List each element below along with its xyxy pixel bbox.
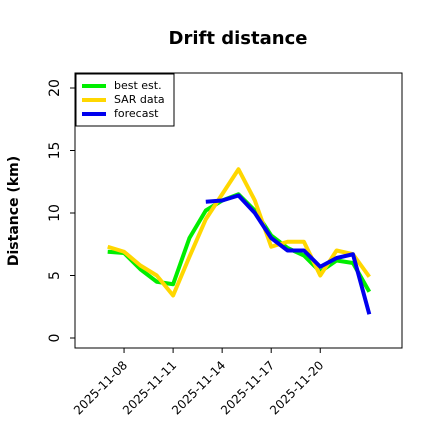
- series-line: [205, 193, 372, 315]
- legend-box: [75, 73, 175, 127]
- legend-label: SAR data: [114, 93, 165, 106]
- plot-frame: [74, 72, 403, 349]
- y-tick-label: 0: [47, 334, 63, 343]
- y-tick-label: 15: [47, 142, 63, 160]
- series-line: [107, 192, 372, 293]
- y-tick-label: 5: [47, 271, 63, 280]
- legend-label: forecast: [114, 107, 159, 120]
- y-axis-label: Distance (km): [6, 156, 22, 266]
- chart-title: Drift distance: [169, 28, 308, 49]
- legend-label: best est.: [114, 79, 162, 92]
- y-tick-label: 20: [47, 79, 63, 97]
- y-tick-label: 10: [47, 204, 63, 222]
- series-line: [107, 167, 371, 298]
